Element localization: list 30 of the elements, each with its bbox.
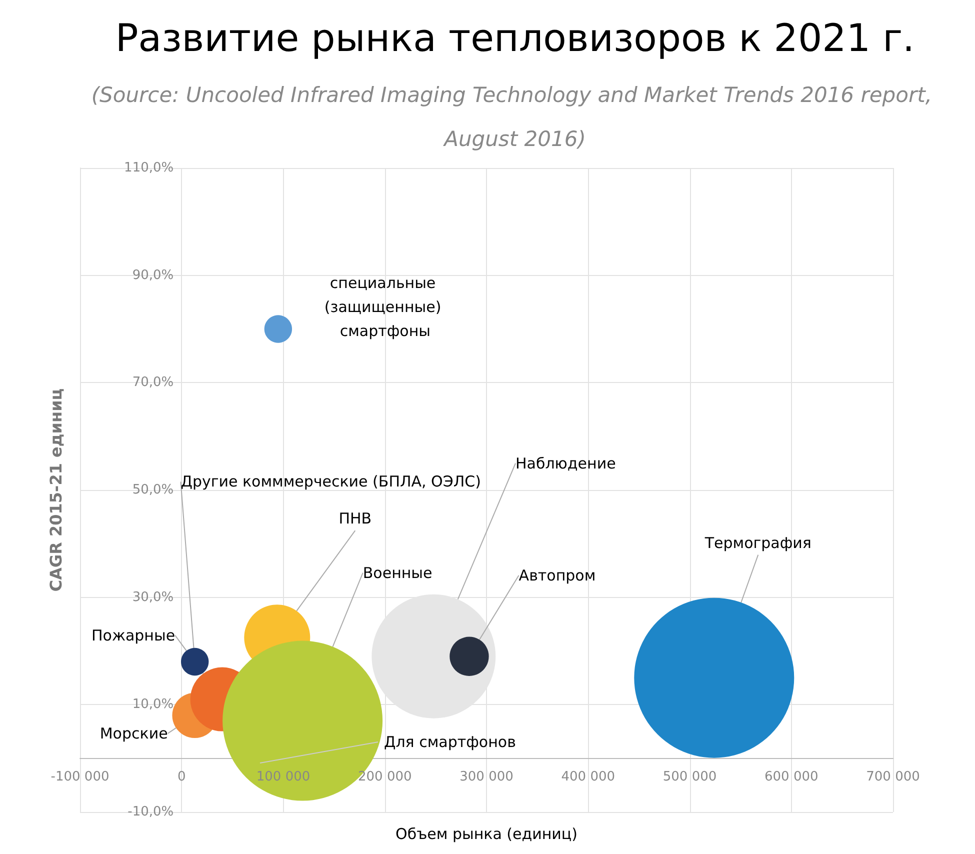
x-tick-label: 300 000 bbox=[460, 769, 514, 784]
chart-subtitle: (Source: Uncooled Infrared Imaging Technology and Market Trends 2016 report, August 2016) bbox=[91, 83, 939, 151]
x-tick-label: 500 000 bbox=[662, 769, 717, 784]
text: Другие комммерческие (БПЛА, ОЭЛС) bbox=[180, 472, 481, 491]
chart-title: Развитие рынка тепловизоров к 2021 г. bbox=[115, 16, 915, 60]
x-tick-label: 100 000 bbox=[256, 769, 310, 784]
x-tick-label: -100 000 bbox=[50, 769, 110, 784]
annotation: Для смартфонов bbox=[384, 733, 516, 751]
text: Наблюдение bbox=[515, 454, 616, 472]
series-label: Морские bbox=[100, 724, 168, 742]
y-axis-title: CAGR 2015-21 единиц bbox=[46, 388, 66, 592]
text: Пожарные bbox=[91, 626, 176, 644]
x-tick-label: 200 000 bbox=[358, 769, 412, 784]
text: специальные (защищенные) смартфоны bbox=[324, 274, 446, 340]
y-tick-label: 50,0% bbox=[132, 482, 174, 498]
x-tick-label: 0 bbox=[177, 769, 186, 784]
y-tick-label: 10,0% bbox=[132, 697, 174, 712]
x-tick-label: 400 000 bbox=[561, 769, 616, 784]
text: Термография bbox=[704, 534, 812, 552]
text: ПНВ bbox=[338, 510, 372, 528]
y-tick-label: -10,0% bbox=[128, 804, 174, 820]
text: Автопром bbox=[518, 566, 596, 584]
text: Военные bbox=[362, 564, 432, 582]
y-tick-label: 90,0% bbox=[132, 268, 174, 283]
x-axis-title: Объем рынка (единиц) bbox=[396, 824, 578, 843]
x-tick-label: 700 000 bbox=[866, 769, 920, 784]
y-tick-label: 30,0% bbox=[132, 590, 174, 605]
y-tick-label: 70,0% bbox=[132, 375, 174, 390]
y-tick-label: 110,0% bbox=[124, 160, 174, 176]
x-tick-label: 600 000 bbox=[764, 769, 818, 784]
